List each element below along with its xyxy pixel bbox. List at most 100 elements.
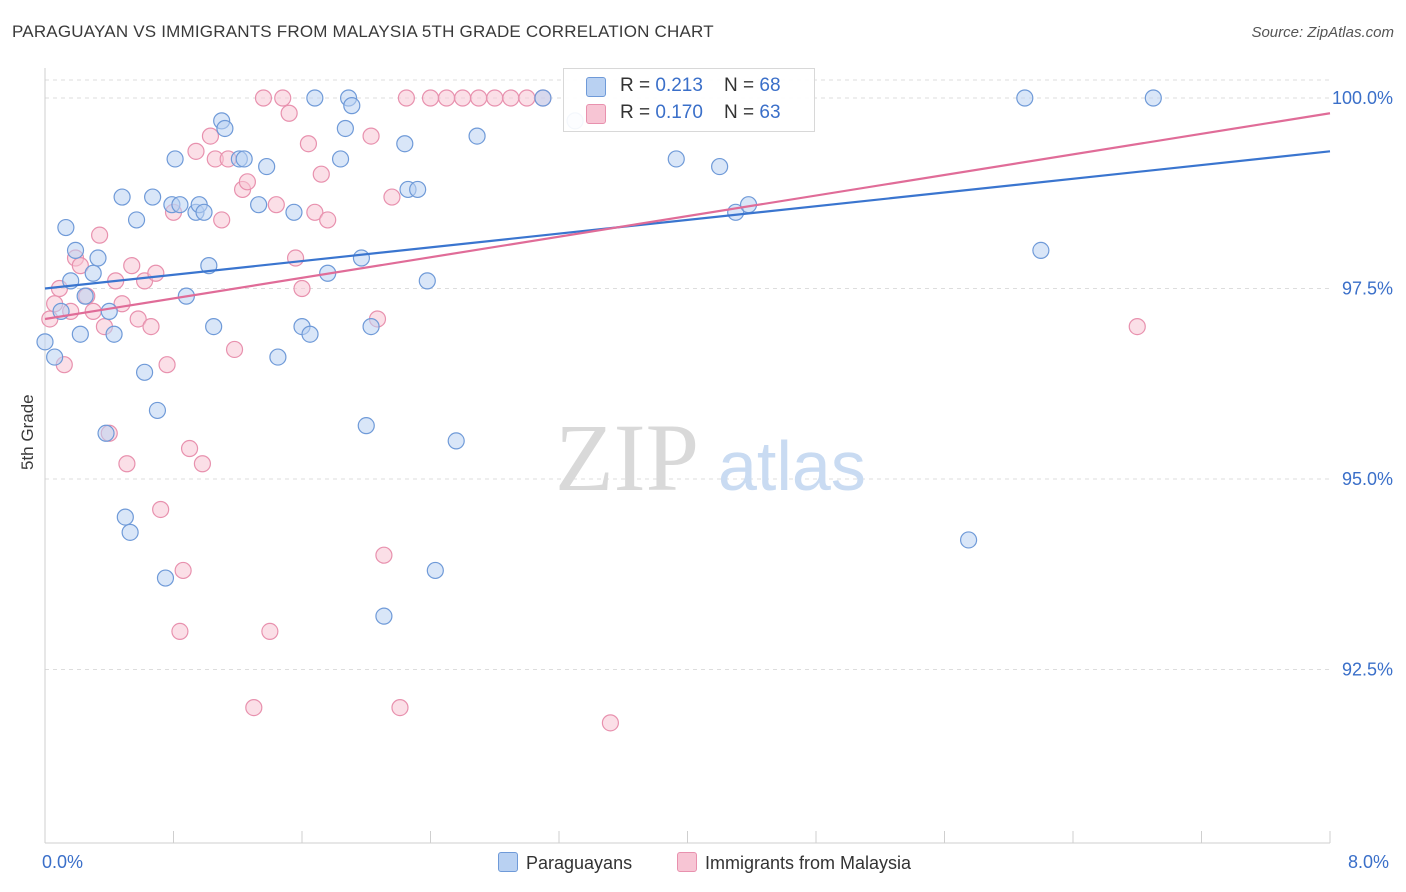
paraguayans-point bbox=[195, 203, 213, 221]
paraguayans-point bbox=[336, 119, 354, 138]
malaysia-point bbox=[187, 142, 205, 160]
malaysia-point bbox=[225, 340, 244, 359]
legend-n-value: 68 bbox=[759, 75, 781, 96]
malaysia-point bbox=[171, 622, 189, 641]
legend-box: R = 0.213 N = 68 R = 0.170 N = 63 bbox=[563, 68, 815, 132]
paraguayans-point bbox=[84, 264, 102, 282]
paraguayans-point bbox=[127, 211, 146, 229]
paraguayans-point bbox=[250, 196, 268, 214]
paraguayans-point bbox=[144, 188, 162, 206]
y-tick-label: 97.5% bbox=[1342, 279, 1393, 299]
legend-n-label: N = bbox=[724, 75, 760, 96]
malaysia-point bbox=[280, 104, 298, 122]
malaysia-point bbox=[502, 89, 520, 107]
paraguayans-point bbox=[258, 157, 276, 176]
watermark: ZIP atlas bbox=[555, 404, 866, 511]
paraguayans-point bbox=[352, 249, 371, 267]
malaysia-point bbox=[397, 89, 416, 107]
trend-line-paraguayans bbox=[44, 150, 1331, 290]
malaysia-point bbox=[71, 257, 89, 275]
paraguayans-point bbox=[1144, 89, 1162, 107]
paraguayans-point bbox=[418, 272, 436, 290]
bottom-legend-malaysia: Immigrants from Malaysia bbox=[677, 852, 911, 874]
malaysia-point bbox=[123, 257, 141, 275]
malaysia-point bbox=[254, 89, 273, 107]
watermark-zip: ZIP bbox=[555, 404, 699, 511]
bottom-legend-label: Immigrants from Malaysia bbox=[705, 853, 912, 873]
paraguayans-point bbox=[171, 196, 189, 214]
watermark-atlas: atlas bbox=[718, 427, 866, 505]
paraguayans-point bbox=[156, 569, 175, 587]
paraguayans-point bbox=[235, 150, 253, 168]
malaysia-point bbox=[152, 500, 170, 519]
paraguayans-point bbox=[1016, 89, 1034, 107]
paraguayans-point bbox=[426, 561, 444, 580]
paraguayans-point bbox=[100, 302, 118, 320]
paraguayans-point bbox=[667, 150, 685, 168]
legend-row-paraguayans: R = 0.213 N = 68 bbox=[620, 75, 781, 97]
paraguayans-point bbox=[285, 203, 303, 221]
legend-r-value: 0.213 bbox=[655, 75, 703, 96]
y-tick-labels: 100.0% 97.5% 95.0% 92.5% bbox=[1332, 88, 1393, 680]
malaysia-point bbox=[421, 89, 440, 107]
paraguayans-point bbox=[216, 119, 234, 138]
legend-n-label: N = bbox=[724, 102, 760, 123]
bottom-legend-swatch bbox=[677, 852, 697, 872]
bottom-legend-label: Paraguayans bbox=[526, 853, 633, 873]
malaysia-point bbox=[299, 135, 318, 153]
y-tick-label: 100.0% bbox=[1332, 88, 1393, 108]
malaysia-point bbox=[391, 698, 409, 717]
paraguayans-point bbox=[343, 97, 361, 115]
legend-r-label: R = bbox=[620, 75, 656, 96]
paraguayans-point bbox=[468, 127, 486, 145]
malaysia-point bbox=[518, 89, 536, 107]
paraguayans-point bbox=[205, 318, 223, 336]
malaysia-point bbox=[213, 211, 231, 229]
paraguayans-point bbox=[89, 249, 107, 267]
malaysia-point bbox=[142, 318, 160, 336]
chart-title: PARAGUAYAN VS IMMIGRANTS FROM MALAYSIA 5… bbox=[12, 22, 714, 41]
paraguayans-point bbox=[362, 318, 380, 336]
malaysia-point bbox=[362, 127, 380, 145]
malaysia-point bbox=[174, 561, 192, 580]
malaysia-point bbox=[312, 165, 330, 183]
malaysia-point bbox=[601, 714, 620, 732]
paraguayans-point bbox=[76, 287, 94, 305]
paraguayans-point bbox=[409, 180, 427, 199]
legend-n-value: 63 bbox=[759, 102, 781, 123]
paraguayans-point bbox=[113, 188, 131, 206]
source-label: Source: ZipAtlas.com bbox=[1251, 24, 1394, 41]
legend-row-malaysia: R = 0.170 N = 63 bbox=[620, 102, 781, 124]
paraguayans-point bbox=[71, 325, 89, 343]
paraguayans-point bbox=[57, 218, 75, 237]
legend-r-label: R = bbox=[620, 102, 656, 123]
malaysia-point bbox=[245, 698, 263, 717]
legend-swatch-malaysia bbox=[586, 104, 606, 124]
malaysia-point bbox=[383, 188, 401, 206]
malaysia-point bbox=[238, 173, 256, 191]
malaysia-point bbox=[267, 196, 285, 214]
paraguayans-point bbox=[375, 607, 393, 625]
paraguayans-point bbox=[306, 89, 324, 107]
paraguayans-point bbox=[66, 241, 85, 259]
malaysia-point bbox=[375, 546, 393, 564]
legend-swatch-paraguayans bbox=[586, 77, 606, 97]
malaysia-point bbox=[201, 127, 220, 145]
paraguayans-point bbox=[396, 135, 414, 153]
paraguayans-point bbox=[711, 157, 729, 176]
malaysia-point bbox=[147, 264, 165, 282]
malaysia-point bbox=[286, 249, 305, 267]
malaysia-point bbox=[261, 622, 279, 641]
paraguayans-point bbox=[1032, 241, 1050, 259]
malaysia-point bbox=[437, 89, 456, 107]
malaysia-point bbox=[319, 211, 337, 229]
paraguayans-point bbox=[534, 89, 552, 107]
malaysia-point bbox=[470, 89, 488, 107]
trend-lines bbox=[44, 112, 1331, 321]
bottom-legend-paraguayans: Paraguayans bbox=[498, 852, 632, 874]
paraguayans-point bbox=[148, 401, 167, 420]
paraguayans-point bbox=[105, 325, 123, 343]
malaysia-point bbox=[454, 89, 472, 107]
paraguayans-point bbox=[97, 424, 115, 442]
